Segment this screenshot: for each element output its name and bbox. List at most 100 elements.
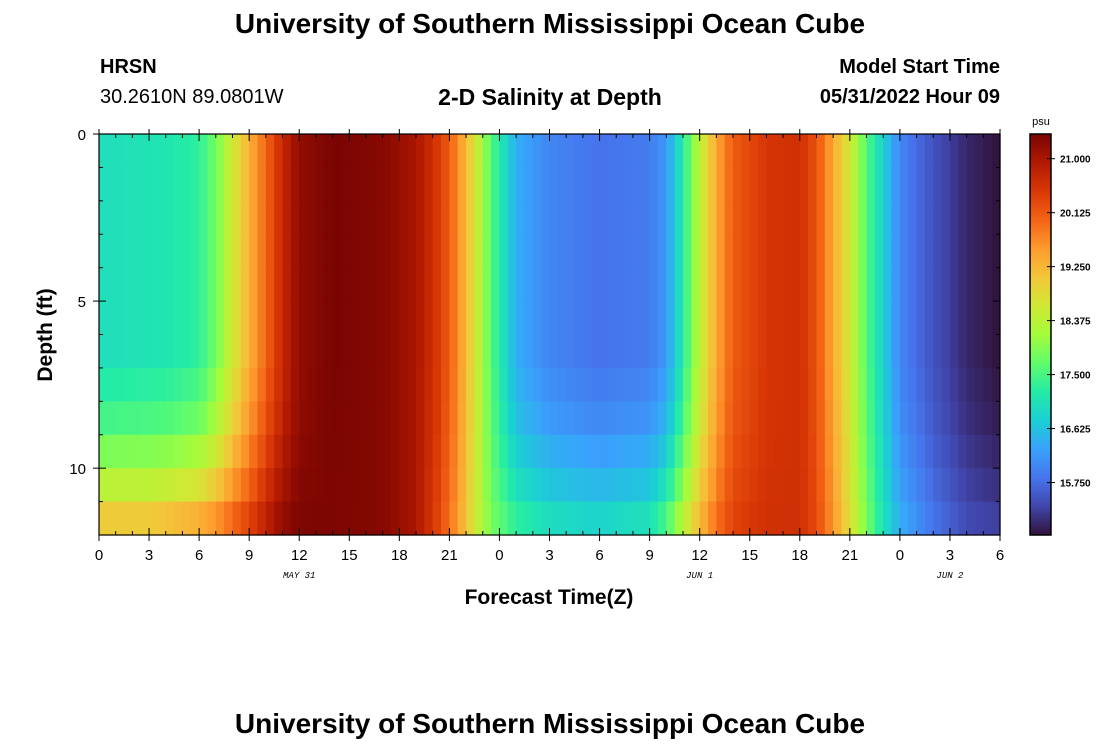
heatmap-cell bbox=[491, 234, 501, 269]
heatmap-cell bbox=[691, 401, 701, 436]
heatmap-cell bbox=[332, 301, 342, 336]
heatmap-cell bbox=[374, 501, 384, 536]
heatmap-cell bbox=[666, 468, 676, 503]
heatmap-cell bbox=[157, 267, 167, 302]
heatmap-cell bbox=[215, 200, 225, 235]
model-start-label: Model Start Time bbox=[839, 56, 1000, 78]
heatmap-cell bbox=[682, 334, 692, 369]
heatmap-cell bbox=[174, 434, 184, 469]
heatmap-cell bbox=[140, 468, 150, 503]
heatmap-cell bbox=[174, 167, 184, 202]
heatmap-cell bbox=[916, 134, 926, 169]
heatmap-cell bbox=[315, 234, 325, 269]
heatmap-cell bbox=[299, 367, 309, 402]
heatmap-cell bbox=[416, 434, 425, 469]
heatmap-cell bbox=[833, 200, 843, 235]
heatmap-cell bbox=[115, 200, 125, 235]
heatmap-cell bbox=[140, 434, 150, 469]
heatmap-cell bbox=[766, 134, 776, 169]
heatmap-cell bbox=[766, 234, 776, 269]
heatmap-cell bbox=[582, 501, 592, 536]
heatmap-cell bbox=[582, 301, 592, 336]
y-tick-label: 5 bbox=[78, 294, 86, 311]
heatmap-cell bbox=[899, 267, 909, 302]
heatmap-cell bbox=[474, 167, 484, 202]
heatmap-cell bbox=[374, 434, 384, 469]
heatmap-cell bbox=[624, 334, 634, 369]
heatmap-cell bbox=[390, 367, 400, 402]
heatmap-cell bbox=[182, 301, 192, 336]
heatmap-cell bbox=[632, 401, 642, 436]
heatmap-cell bbox=[340, 501, 350, 536]
heatmap-cell bbox=[983, 334, 993, 369]
heatmap-cell bbox=[566, 367, 576, 402]
heatmap-cell bbox=[224, 468, 234, 503]
heatmap-cell bbox=[124, 334, 133, 369]
heatmap-cell bbox=[749, 200, 759, 235]
x-tick-label: 0 bbox=[95, 547, 103, 564]
heatmap-cell bbox=[274, 234, 284, 269]
heatmap-cell bbox=[265, 134, 275, 169]
heatmap-cell bbox=[599, 434, 609, 469]
heatmap-cell bbox=[649, 367, 659, 402]
heatmap-cell bbox=[299, 334, 309, 369]
heatmap-cell bbox=[566, 200, 576, 235]
heatmap-cell bbox=[758, 501, 767, 536]
heatmap-cell bbox=[582, 367, 592, 402]
heatmap-cell bbox=[232, 167, 242, 202]
heatmap-cell bbox=[357, 401, 367, 436]
heatmap-cell bbox=[532, 401, 542, 436]
heatmap-cell bbox=[115, 334, 125, 369]
heatmap-cell bbox=[891, 468, 901, 503]
heatmap-cell bbox=[724, 267, 734, 302]
heatmap-cell bbox=[749, 167, 759, 202]
heatmap-cell bbox=[190, 434, 200, 469]
heatmap-cell bbox=[607, 401, 617, 436]
heatmap-cell bbox=[949, 200, 959, 235]
heatmap-cell bbox=[933, 501, 943, 536]
heatmap-cell bbox=[365, 501, 375, 536]
heatmap-cell bbox=[557, 434, 567, 469]
heatmap-cell bbox=[140, 200, 150, 235]
heatmap-cell bbox=[674, 301, 684, 336]
heatmap-cell bbox=[883, 167, 893, 202]
heatmap-cell bbox=[290, 234, 300, 269]
heatmap-cell bbox=[207, 434, 217, 469]
heatmap-cell bbox=[124, 267, 133, 302]
heatmap-cell bbox=[899, 501, 909, 536]
heatmap-cell bbox=[340, 134, 350, 169]
heatmap-cell bbox=[958, 200, 968, 235]
heatmap-cell bbox=[682, 301, 692, 336]
heatmap-cell bbox=[290, 401, 300, 436]
heatmap-cell bbox=[557, 267, 567, 302]
heatmap-cell bbox=[841, 401, 851, 436]
heatmap-cell bbox=[666, 501, 676, 536]
heatmap-cell bbox=[557, 301, 567, 336]
heatmap-cell bbox=[824, 301, 834, 336]
heatmap-cell bbox=[616, 301, 626, 336]
heatmap-cell bbox=[899, 334, 909, 369]
heatmap-cell bbox=[899, 301, 909, 336]
heatmap-cell bbox=[666, 267, 676, 302]
heatmap-cell bbox=[849, 434, 859, 469]
heatmap-cell bbox=[874, 434, 884, 469]
heatmap-cell bbox=[549, 200, 559, 235]
heatmap-cell bbox=[691, 200, 701, 235]
x-axis-title: Forecast Time(Z) bbox=[465, 586, 634, 609]
heatmap-cell bbox=[991, 234, 1001, 269]
heatmap-cell bbox=[816, 134, 826, 169]
heatmap-cell bbox=[257, 501, 267, 536]
heatmap-cell bbox=[482, 401, 492, 436]
heatmap-cell bbox=[340, 267, 350, 302]
heatmap-cell bbox=[382, 301, 392, 336]
heatmap-cell bbox=[591, 367, 601, 402]
heatmap-cell bbox=[324, 401, 334, 436]
heatmap-cell bbox=[224, 234, 234, 269]
heatmap-cell bbox=[124, 468, 133, 503]
heatmap-cell bbox=[532, 334, 542, 369]
heatmap-cell bbox=[232, 501, 242, 536]
x-tick-label: 18 bbox=[791, 547, 808, 564]
heatmap-cell bbox=[933, 401, 943, 436]
heatmap-cell bbox=[624, 267, 634, 302]
heatmap-cell bbox=[207, 334, 217, 369]
